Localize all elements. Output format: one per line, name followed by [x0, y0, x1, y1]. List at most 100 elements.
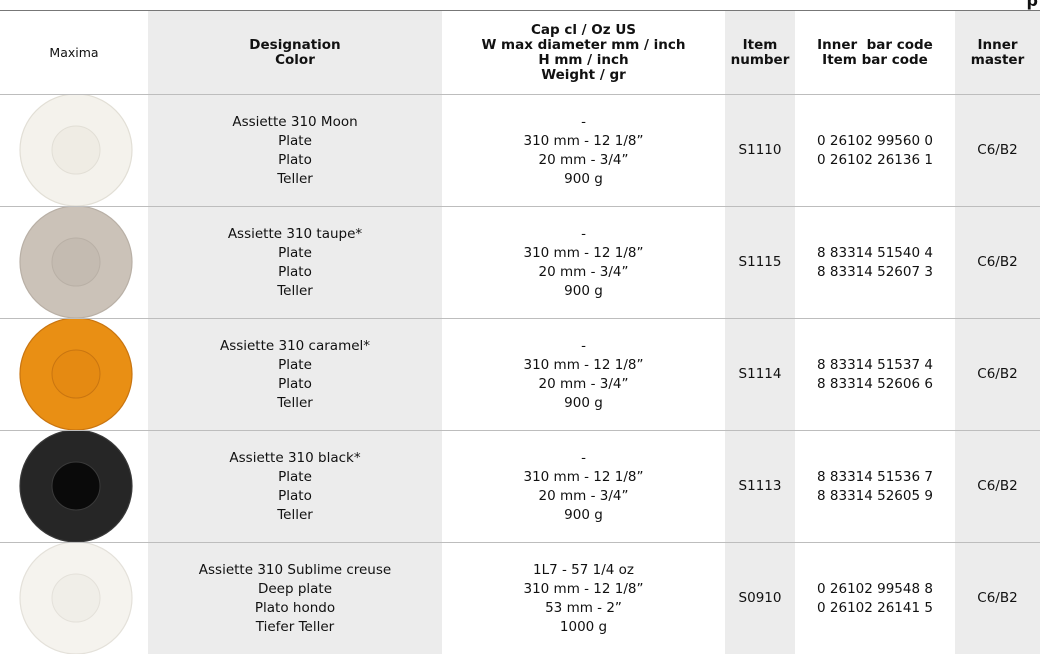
- plate-image: [19, 431, 133, 543]
- dimensions-cell: - 310 mm - 12 1/8” 20 mm - 3/4” 900 g: [442, 95, 725, 206]
- plate-shape: [51, 461, 101, 511]
- designation-text: Assiette 310 Moon: [232, 113, 358, 130]
- header-text: Inner: [977, 36, 1018, 53]
- column-shade: [148, 10, 442, 654]
- item-cell: S1114: [725, 319, 795, 430]
- row-divider: [0, 430, 1040, 431]
- barcode-text: 0 26102 26141 5: [817, 599, 933, 616]
- column-shade: [955, 10, 1040, 654]
- row-divider: [0, 542, 1040, 543]
- header-text: number: [730, 51, 790, 68]
- designation-text: Tiefer Teller: [255, 618, 335, 635]
- top-rule: [0, 10, 1040, 11]
- master-text: C6/B2: [977, 590, 1018, 606]
- barcode-text: 0 26102 99560 0: [817, 132, 933, 149]
- dimension-text: 1000 g: [559, 618, 608, 635]
- plate-shape: [51, 237, 101, 287]
- barcode-text: 8 83314 51536 7: [817, 468, 933, 485]
- barcode-cell: 0 26102 99560 0 0 26102 26136 1: [795, 95, 955, 206]
- designation-text: Plate: [278, 132, 312, 149]
- designation-text: Plato: [278, 263, 312, 280]
- dimension-text: -: [581, 113, 586, 130]
- master-text: C6/B2: [977, 478, 1018, 494]
- header-item: Item number: [725, 11, 795, 94]
- designation-text: Plate: [278, 356, 312, 373]
- header-text: Cap cl / Oz US: [530, 21, 637, 38]
- dimensions-cell: - 310 mm - 12 1/8” 20 mm - 3/4” 900 g: [442, 319, 725, 430]
- cropped-fragment: p: [1026, 0, 1038, 10]
- header-text: Weight / gr: [541, 66, 626, 83]
- header-text: master: [970, 51, 1025, 68]
- plate-shape: [51, 125, 101, 175]
- dimension-text: 310 mm - 12 1/8”: [523, 244, 644, 261]
- dimension-text: -: [581, 449, 586, 466]
- item-number: S1110: [738, 142, 782, 158]
- designation-text: Plato: [278, 487, 312, 504]
- row-divider: [0, 94, 1040, 95]
- designation-cell: Assiette 310 Moon Plate Plato Teller: [148, 95, 442, 206]
- designation-text: Plato: [278, 151, 312, 168]
- plate-image: [19, 95, 133, 207]
- dimension-text: 900 g: [564, 394, 603, 411]
- header-master: Inner master: [955, 11, 1040, 94]
- master-text: C6/B2: [977, 366, 1018, 382]
- plate-shape: [51, 349, 101, 399]
- header-text: Item: [742, 36, 778, 53]
- master-cell: C6/B2: [955, 319, 1040, 430]
- dimension-text: 900 g: [564, 282, 603, 299]
- dimension-text: -: [581, 225, 586, 242]
- barcode-text: 8 83314 52606 6: [817, 375, 933, 392]
- dimensions-cell: 1L7 - 57 1/4 oz 310 mm - 12 1/8” 53 mm - 2…: [442, 543, 725, 654]
- column-shade: [725, 10, 795, 654]
- plate-image: [19, 319, 133, 431]
- master-cell: C6/B2: [955, 431, 1040, 542]
- dimensions-cell: - 310 mm - 12 1/8” 20 mm - 3/4” 900 g: [442, 207, 725, 318]
- barcode-cell: 8 83314 51540 4 8 83314 52607 3: [795, 207, 955, 318]
- item-cell: S1113: [725, 431, 795, 542]
- master-text: C6/B2: [977, 142, 1018, 158]
- dimension-text: 20 mm - 3/4”: [538, 151, 629, 168]
- designation-cell: Assiette 310 caramel* Plate Plato Teller: [148, 319, 442, 430]
- designation-cell: Assiette 310 black* Plate Plato Teller: [148, 431, 442, 542]
- barcode-text: 0 26102 26136 1: [817, 151, 933, 168]
- designation-text: Assiette 310 taupe*: [227, 225, 363, 242]
- designation-text: Deep plate: [257, 580, 333, 597]
- barcode-cell: 8 83314 51537 4 8 83314 52606 6: [795, 319, 955, 430]
- barcode-text: 0 26102 99548 8: [817, 580, 933, 597]
- plate-shape: [51, 573, 101, 623]
- designation-text: Assiette 310 black*: [229, 449, 361, 466]
- header-barcodes: Inner bar code Item bar code: [795, 11, 955, 94]
- dimension-text: 310 mm - 12 1/8”: [523, 580, 644, 597]
- item-cell: S1110: [725, 95, 795, 206]
- dimension-text: 20 mm - 3/4”: [538, 375, 629, 392]
- item-number: S1115: [738, 254, 782, 270]
- dimension-text: 310 mm - 12 1/8”: [523, 132, 644, 149]
- barcode-text: 8 83314 51540 4: [817, 244, 933, 261]
- header-text: H mm / inch: [538, 51, 629, 68]
- designation-cell: Assiette 310 Sublime creuse Deep plate Pla…: [148, 543, 442, 654]
- plate-image: [19, 543, 133, 654]
- barcode-text: 8 83314 52605 9: [817, 487, 933, 504]
- header-text: Item bar code: [822, 51, 928, 68]
- header-text: Color: [275, 51, 315, 68]
- designation-text: Teller: [277, 282, 313, 299]
- brand: Maxima: [49, 45, 99, 60]
- designation-text: Teller: [277, 506, 313, 523]
- dimension-text: 900 g: [564, 506, 603, 523]
- master-cell: C6/B2: [955, 95, 1040, 206]
- row-divider: [0, 206, 1040, 207]
- barcode-cell: 0 26102 99548 8 0 26102 26141 5: [795, 543, 955, 654]
- dimension-text: 310 mm - 12 1/8”: [523, 356, 644, 373]
- item-cell: S1115: [725, 207, 795, 318]
- item-number: S1114: [738, 366, 782, 382]
- dimension-text: -: [581, 337, 586, 354]
- designation-text: Plato: [278, 375, 312, 392]
- master-cell: C6/B2: [955, 207, 1040, 318]
- designation-text: Plate: [278, 244, 312, 261]
- header-text: Inner bar code: [817, 36, 933, 53]
- item-number: S1113: [738, 478, 782, 494]
- dimensions-cell: - 310 mm - 12 1/8” 20 mm - 3/4” 900 g: [442, 431, 725, 542]
- barcode-cell: 8 83314 51536 7 8 83314 52605 9: [795, 431, 955, 542]
- designation-text: Teller: [277, 394, 313, 411]
